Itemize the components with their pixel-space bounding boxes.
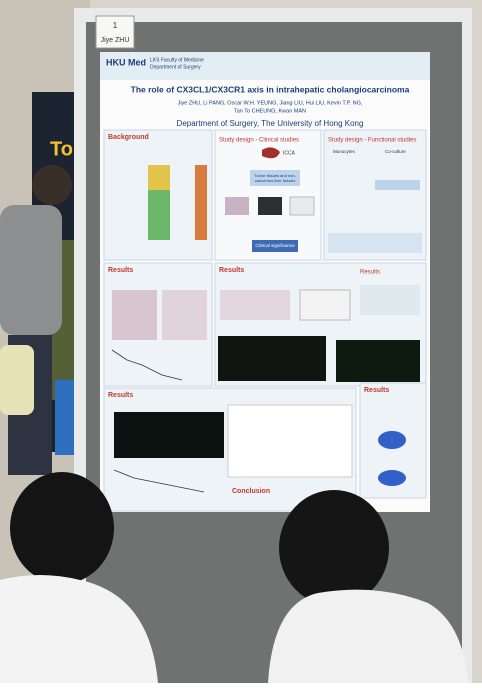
section-heading: Conclusion <box>232 488 270 495</box>
section-heading: Results <box>108 392 133 399</box>
box-text: Co-culture <box>385 149 406 154</box>
box-text: Monocytes <box>333 149 356 154</box>
poster-title: The role of CX3CL1/CX3CR1 axis in intrah… <box>131 84 410 94</box>
fluorescence <box>114 412 224 458</box>
survival-curve <box>111 349 183 381</box>
viewer-shirt <box>268 589 468 683</box>
section-heading: Results <box>108 267 133 274</box>
card-number: 1 <box>113 21 118 30</box>
liver-icon <box>262 147 280 159</box>
box <box>252 240 298 252</box>
chart-image <box>360 285 420 315</box>
logo: HKU Med <box>106 57 146 67</box>
section-heading: Results <box>360 270 380 276</box>
flow-plot <box>378 470 406 486</box>
bag <box>0 345 34 415</box>
viewer-head <box>279 490 389 606</box>
box-row <box>328 233 422 253</box>
histology <box>112 290 157 340</box>
box <box>250 170 300 186</box>
section-heading: Study design - Functional studies <box>328 138 416 144</box>
section-heading: Background <box>108 134 149 141</box>
survival-curve <box>113 469 205 493</box>
table <box>227 404 353 478</box>
histology <box>162 290 207 340</box>
chart-image <box>299 289 351 321</box>
section-heading: Study design - Clinical studies <box>219 138 299 144</box>
poster-header <box>100 52 430 80</box>
box-text: ICCA <box>283 150 296 156</box>
heatmap <box>195 165 207 240</box>
blue-object <box>55 380 77 455</box>
heatmap <box>148 165 170 190</box>
faculty: LKS Faculty of Medicine <box>150 57 204 63</box>
person-shirt <box>0 205 62 335</box>
section-heading: Results <box>219 267 244 274</box>
authors: Jiye ZHU, Li PANG, Oscar W.H. YEUNG, Jia… <box>178 100 363 106</box>
box-text: Tumor tissues and non-cancerous liver ti… <box>254 173 296 183</box>
box-text: Clinical significance <box>255 243 295 248</box>
affiliation: Department of Surgery, The University of… <box>177 119 364 128</box>
label-card <box>95 15 135 49</box>
banner-text: To <box>50 138 73 160</box>
image <box>289 196 315 216</box>
card-name: Jiye ZHU <box>101 37 130 44</box>
image <box>258 197 282 215</box>
image <box>225 197 249 215</box>
fluorescence <box>218 336 326 381</box>
box <box>375 180 420 190</box>
viewer-shirt <box>0 575 158 683</box>
person-head <box>32 165 72 205</box>
faculty-department: Department of Surgery <box>150 64 201 70</box>
section-heading: Results <box>364 387 389 394</box>
flow-plot <box>378 431 406 449</box>
authors: Tan To CHEUNG, Kwan MAN <box>234 108 306 114</box>
fluorescence <box>336 340 420 382</box>
viewer-head <box>10 472 114 584</box>
histology <box>220 290 290 320</box>
box-label: Tumor tissues and non-cancerous liver ti… <box>254 173 296 183</box>
